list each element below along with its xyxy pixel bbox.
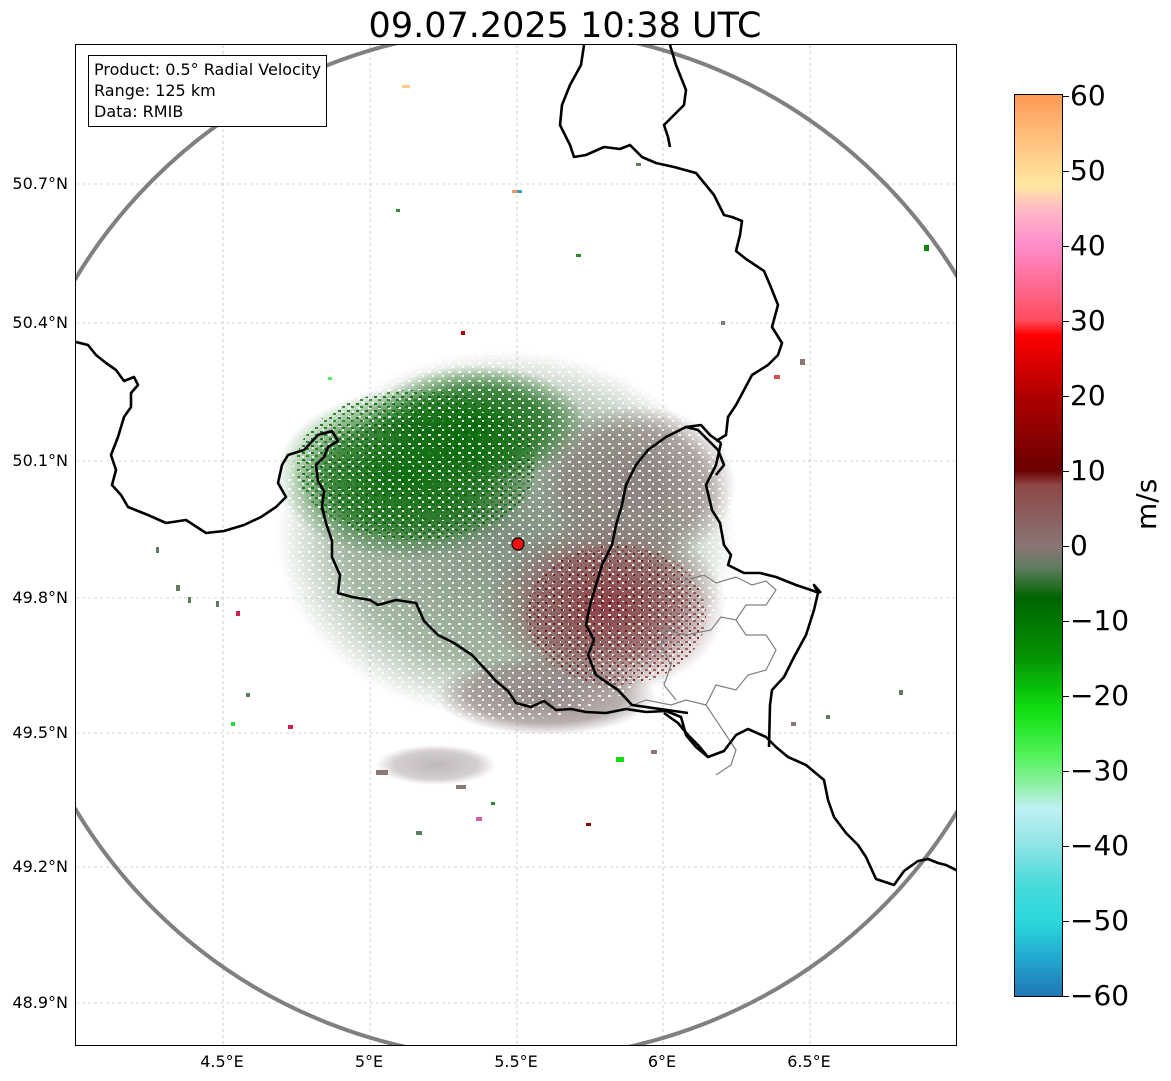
colorbar-tick-mark bbox=[1063, 546, 1069, 547]
colorbar-tick-mark bbox=[1063, 921, 1069, 922]
colorbar-tick-mark bbox=[1063, 846, 1069, 847]
colorbar-tick: −20 bbox=[1070, 679, 1130, 712]
colorbar-tick: −50 bbox=[1070, 904, 1130, 937]
colorbar-tick: 40 bbox=[1070, 229, 1106, 262]
lat-label: 48.9°N bbox=[12, 993, 68, 1012]
range-label: Range: 125 km bbox=[94, 81, 216, 100]
colorbar-tick-mark bbox=[1063, 996, 1069, 997]
source-label: Data: RMIB bbox=[94, 102, 184, 121]
colorbar-tick-mark bbox=[1063, 171, 1069, 172]
map-title: 09.07.2025 10:38 UTC bbox=[368, 6, 762, 46]
lon-label: 5.5°E bbox=[494, 1052, 538, 1071]
colorbar bbox=[1014, 94, 1063, 997]
scattered-echoes bbox=[156, 85, 929, 835]
colorbar-tick-mark bbox=[1063, 396, 1069, 397]
radar-map-svg bbox=[76, 45, 956, 1045]
colorbar-gradient bbox=[1015, 95, 1062, 996]
national-borders bbox=[76, 45, 956, 887]
colorbar-tick: 30 bbox=[1070, 304, 1106, 337]
colorbar-tick-mark bbox=[1063, 246, 1069, 247]
lat-label: 49.8°N bbox=[12, 588, 68, 607]
radar-map-panel[interactable] bbox=[75, 44, 957, 1046]
colorbar-tick-mark bbox=[1063, 96, 1069, 97]
colorbar-tick: −10 bbox=[1070, 604, 1130, 637]
lon-label: 5°E bbox=[354, 1052, 384, 1071]
radar-echoes bbox=[276, 350, 736, 785]
colorbar-tick: 60 bbox=[1070, 79, 1106, 112]
colorbar-tick: 20 bbox=[1070, 379, 1106, 412]
lat-label: 50.7°N bbox=[12, 174, 68, 193]
product-label: Product: 0.5° Radial Velocity bbox=[94, 60, 322, 79]
colorbar-tick: −60 bbox=[1070, 979, 1130, 1012]
radar-site-marker bbox=[511, 537, 525, 551]
colorbar-tick-mark bbox=[1063, 321, 1069, 322]
colorbar-tick: 0 bbox=[1070, 529, 1088, 562]
lon-label: 4.5°E bbox=[200, 1052, 244, 1071]
colorbar-unit-label: m/s bbox=[1130, 478, 1163, 530]
colorbar-tick: 50 bbox=[1070, 154, 1106, 187]
lat-label: 50.4°N bbox=[12, 313, 68, 332]
lon-label: 6°E bbox=[647, 1052, 677, 1071]
colorbar-tick-mark bbox=[1063, 471, 1069, 472]
lat-label: 49.2°N bbox=[12, 857, 68, 876]
lon-label: 6.5°E bbox=[787, 1052, 831, 1071]
colorbar-tick-mark bbox=[1063, 696, 1069, 697]
colorbar-tick: 10 bbox=[1070, 454, 1106, 487]
colorbar-tick-mark bbox=[1063, 621, 1069, 622]
info-box: Product: 0.5° Radial Velocity Range: 125… bbox=[88, 55, 328, 127]
colorbar-svg bbox=[1015, 95, 1062, 996]
colorbar-tick-mark bbox=[1063, 771, 1069, 772]
colorbar-tick: −30 bbox=[1070, 754, 1130, 787]
colorbar-tick: −40 bbox=[1070, 829, 1130, 862]
lat-label: 50.1°N bbox=[12, 451, 68, 470]
lat-label: 49.5°N bbox=[12, 723, 68, 742]
